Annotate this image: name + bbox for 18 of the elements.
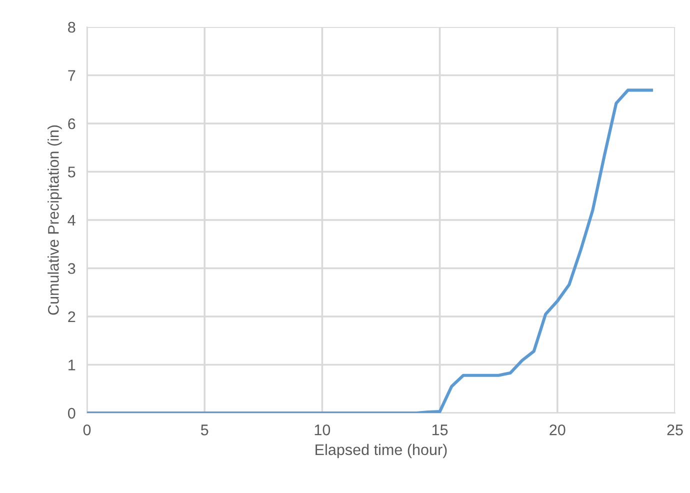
y-tick-label: 1 (68, 360, 76, 370)
x-tick-label: 0 (83, 424, 91, 436)
x-tick-label: 25 (667, 424, 683, 436)
x-tick-label: 20 (550, 424, 566, 436)
line-series (87, 88, 654, 413)
y-axis-title: Cumulative Precipitation (in) (48, 125, 62, 315)
x-tick-label: 10 (314, 424, 330, 436)
x-tick-label: 15 (432, 424, 448, 436)
y-tick-label: 4 (68, 215, 76, 226)
x-tick-label: 5 (200, 424, 208, 436)
y-tick-label: 3 (68, 263, 76, 274)
y-tick-label: 2 (68, 311, 76, 322)
y-tick-label: 6 (68, 118, 76, 130)
y-tick-label: 7 (68, 70, 76, 81)
y-tick-label: 8 (68, 22, 76, 33)
y-tick-label: 5 (68, 166, 76, 178)
y-tick-label: 0 (68, 408, 76, 419)
x-axis-title: Elapsed time (hour) (316, 444, 447, 458)
